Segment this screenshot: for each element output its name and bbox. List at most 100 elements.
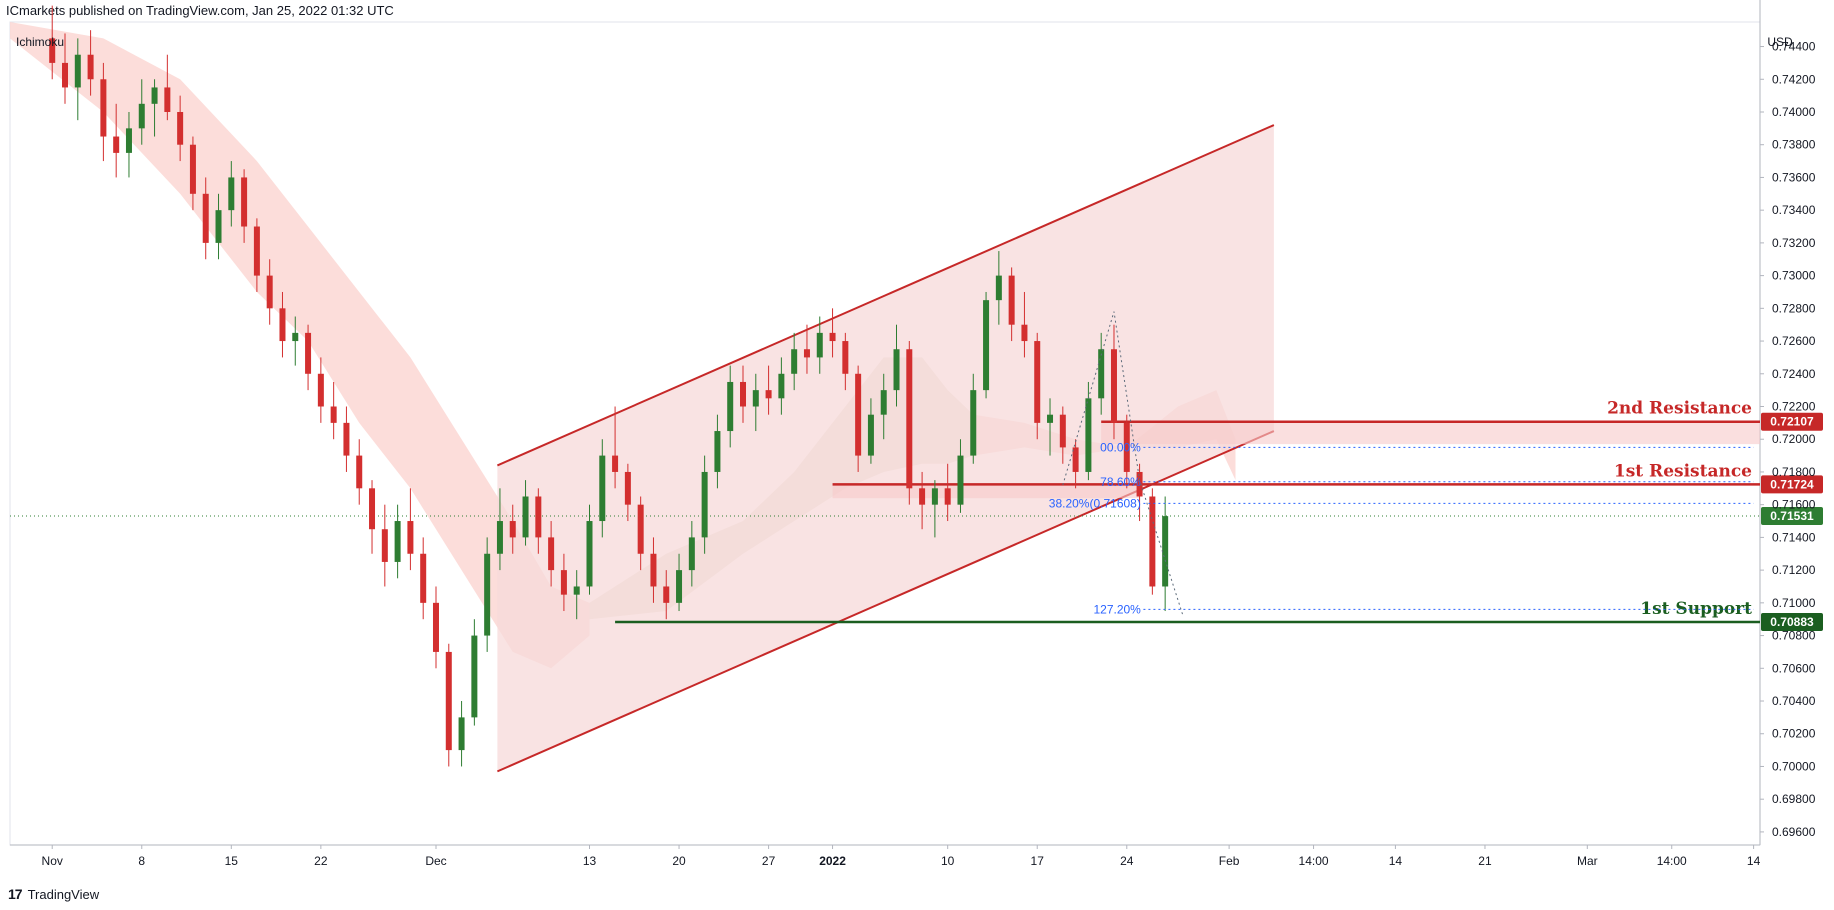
indicator-label[interactable]: Ichimoku: [16, 35, 64, 49]
candle: [535, 488, 542, 554]
candle: [995, 251, 1002, 325]
candle-body: [138, 103, 145, 129]
candle: [420, 537, 427, 620]
candle: [343, 406, 350, 472]
candle: [471, 619, 478, 726]
level-price-badge: [1761, 475, 1823, 494]
cloud-bearish: [10, 22, 590, 669]
candle-body: [266, 275, 273, 309]
candle: [241, 169, 248, 243]
candle: [701, 455, 708, 554]
y-tick-label: 0.70800: [1772, 629, 1816, 643]
current-price-badge: [1761, 506, 1823, 525]
candle-body: [522, 496, 529, 538]
candle: [369, 480, 376, 554]
candle: [1110, 324, 1117, 440]
candle-body: [253, 226, 260, 276]
x-tick-label: Mar: [1577, 854, 1598, 868]
candle: [317, 357, 324, 423]
candle: [573, 570, 580, 620]
candle-body: [1149, 496, 1156, 587]
footer: 17 TradingView: [8, 886, 99, 902]
candle-body: [1085, 398, 1092, 472]
candle-body: [803, 349, 810, 358]
candle: [624, 463, 631, 522]
level-label: 1st Support: [1640, 599, 1752, 619]
candle: [560, 553, 567, 612]
candle-body: [701, 471, 708, 538]
candle-body: [1047, 414, 1054, 423]
candle-body: [688, 537, 695, 571]
candle: [1098, 332, 1105, 415]
y-tick-label: 0.73600: [1772, 170, 1816, 184]
candle: [202, 177, 209, 260]
candle: [803, 324, 810, 374]
candle-body: [407, 521, 414, 554]
y-tick-label: 0.71600: [1772, 498, 1816, 512]
candle: [778, 357, 785, 415]
candle-body: [279, 308, 286, 342]
candle: [893, 324, 900, 407]
candle-body: [829, 332, 836, 342]
candle: [919, 471, 926, 530]
y-tick-label: 0.73800: [1772, 138, 1816, 152]
candle-body: [1123, 422, 1130, 472]
candle-body: [241, 177, 248, 227]
candle-body: [919, 488, 926, 505]
y-tick-label: 0.69600: [1772, 825, 1816, 839]
candle: [1162, 496, 1169, 612]
x-tick-label: 14: [1747, 854, 1761, 868]
y-tick-label: 0.74200: [1772, 72, 1816, 86]
candle-body: [369, 488, 376, 530]
candle-body: [471, 635, 478, 718]
candle: [1034, 332, 1041, 440]
candle: [599, 439, 606, 538]
candle-body: [842, 341, 849, 374]
candle-body: [1072, 447, 1079, 472]
candle-body: [1162, 516, 1169, 587]
candle-body: [1110, 349, 1117, 423]
candle: [931, 480, 938, 538]
fib-level-label: 38.20%(0.71608): [1049, 496, 1141, 510]
candle-body: [944, 488, 951, 505]
candle: [113, 103, 120, 178]
candle-body: [791, 349, 798, 374]
candle-body: [62, 62, 69, 88]
candle-body: [74, 54, 81, 88]
x-tick-label: 13: [583, 854, 597, 868]
candle: [138, 79, 145, 145]
candle: [688, 521, 695, 587]
y-tick-label: 0.71200: [1772, 563, 1816, 577]
candle: [855, 365, 862, 472]
candle: [944, 463, 951, 522]
candle-body: [548, 537, 555, 571]
y-tick-label: 0.71800: [1772, 465, 1816, 479]
candle: [215, 193, 222, 260]
candle-body: [100, 79, 107, 137]
candle: [484, 537, 491, 652]
fib-level-label: 00.00%: [1100, 440, 1141, 454]
level-price-badge: [1761, 612, 1823, 631]
candle-body: [586, 521, 593, 587]
x-tick-label: 2022: [819, 854, 846, 868]
y-tick-label: 0.73400: [1772, 203, 1816, 217]
fib-level-label: 127.20%: [1093, 602, 1141, 616]
candle: [305, 324, 312, 391]
candle-body: [880, 390, 887, 415]
candle: [906, 341, 913, 505]
y-tick-label: 0.72400: [1772, 367, 1816, 381]
fib-level-label: 78.60%: [1100, 475, 1141, 489]
currency-label: USD: [1767, 35, 1793, 49]
candle: [1072, 439, 1079, 489]
candle: [548, 521, 555, 587]
candle: [1123, 414, 1130, 489]
candle: [496, 488, 503, 571]
candle-body: [202, 193, 209, 243]
candle-body: [356, 455, 363, 489]
candle: [394, 504, 401, 579]
candle: [189, 136, 196, 211]
ascending-channel[interactable]: [496, 124, 1275, 773]
candle-body: [676, 570, 683, 603]
candle-body: [509, 521, 516, 538]
